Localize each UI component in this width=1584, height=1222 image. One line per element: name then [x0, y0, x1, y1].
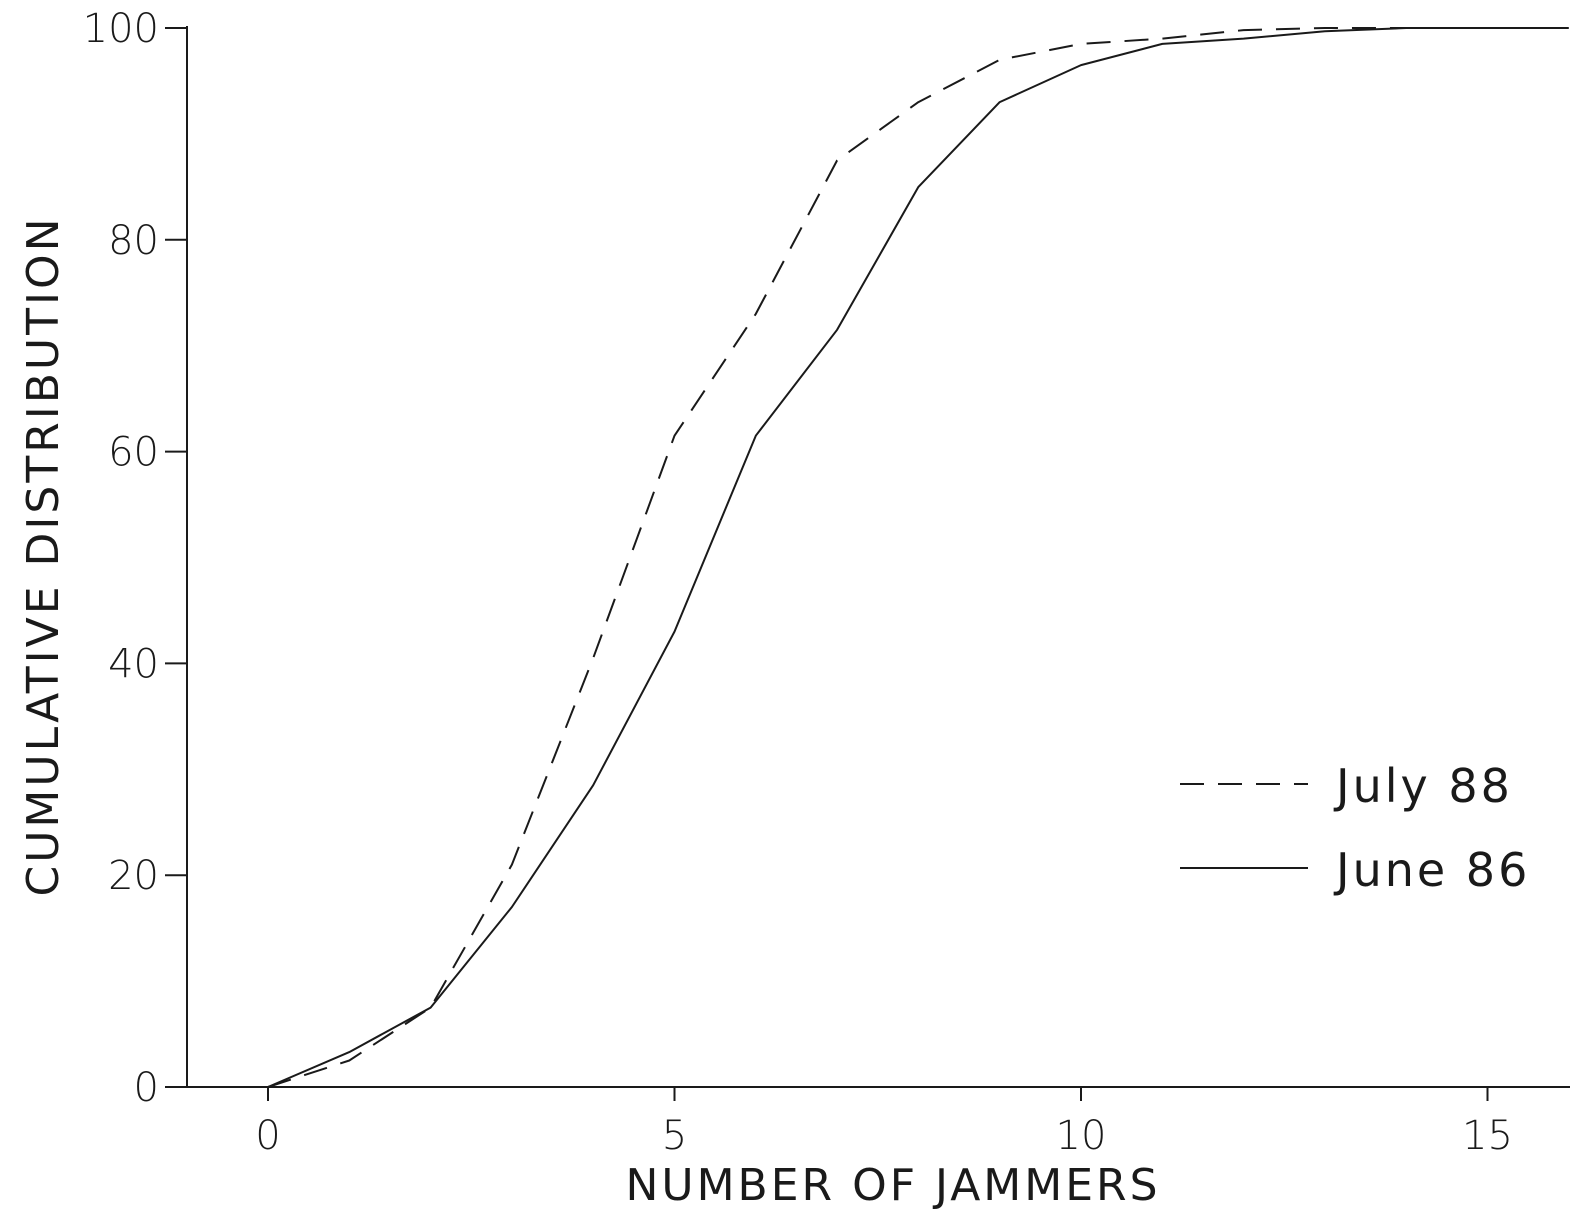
series-lines — [267, 27, 1569, 1088]
y-tick-label: 100 — [83, 6, 159, 52]
y-tick-label: 20 — [108, 853, 159, 899]
series-line-june-86 — [267, 27, 1569, 1088]
y-tick-label: 0 — [134, 1065, 159, 1111]
y-tick-label: 80 — [108, 218, 159, 264]
axis-ticks: 0 20 40 60 80 100 0 5 10 15 — [83, 6, 1513, 1159]
x-tick-label: 0 — [255, 1113, 280, 1159]
y-axis-title: CUMULATIVE DISTRIBUTION — [18, 215, 69, 896]
x-tick-label: 10 — [1056, 1113, 1107, 1159]
y-tick-label: 40 — [108, 641, 159, 687]
x-tick-label: 5 — [662, 1113, 687, 1159]
y-tick-label: 60 — [108, 430, 159, 476]
x-tick-label: 15 — [1462, 1113, 1513, 1159]
x-axis-title: NUMBER OF JAMMERS — [625, 1160, 1160, 1211]
legend-label-july-88: July 88 — [1333, 759, 1513, 813]
legend: July 88 June 86 — [1180, 759, 1530, 897]
series-line-july-88 — [267, 27, 1569, 1088]
legend-label-june-86: June 86 — [1333, 843, 1530, 897]
axes — [167, 26, 1570, 1088]
